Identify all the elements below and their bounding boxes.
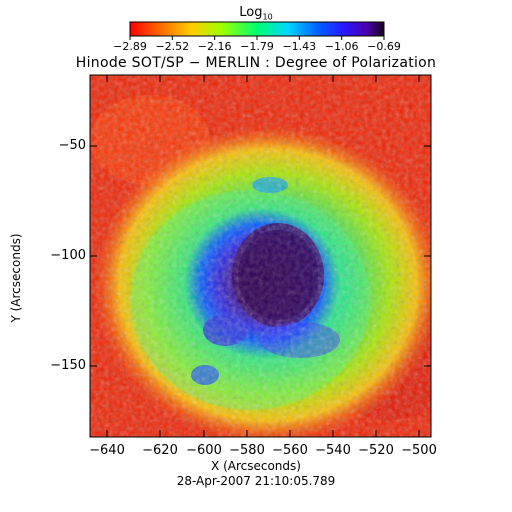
x-tick-label: −620 bbox=[142, 443, 178, 458]
colorbar-tick-label: −2.52 bbox=[155, 40, 190, 53]
colorbar-tick-label: −1.43 bbox=[282, 40, 317, 53]
colorbar bbox=[129, 21, 385, 37]
timestamp: 28-Apr-2007 21:10:05.789 bbox=[176, 474, 336, 488]
plot-title: Hinode SOT/SP − MERLIN : Degree of Polar… bbox=[75, 55, 437, 71]
x-tick-label: −580 bbox=[229, 443, 265, 458]
y-tick-label: −100 bbox=[50, 248, 86, 263]
x-tick-label: −540 bbox=[315, 443, 351, 458]
x-tick-label: −520 bbox=[358, 443, 394, 458]
x-tick-label: −560 bbox=[272, 443, 308, 458]
y-tick-label: −50 bbox=[58, 138, 86, 153]
colorbar-tick-label: −1.06 bbox=[324, 40, 359, 53]
colorbar-tick-label: −0.69 bbox=[367, 40, 401, 53]
colorbar-tick-label: −2.16 bbox=[197, 40, 232, 53]
colorbar-tick-label: −1.79 bbox=[240, 40, 274, 53]
x-axis-label: X (Arcseconds) bbox=[211, 459, 301, 473]
y-axis-label: Y (Arcseconds) bbox=[9, 233, 23, 323]
y-tick-label: −150 bbox=[50, 358, 86, 373]
colorbar-tick-label: −2.89 bbox=[113, 40, 147, 53]
x-tick-label: −600 bbox=[186, 443, 222, 458]
colorbar-title: Log10 bbox=[239, 5, 273, 22]
x-tick-label: −500 bbox=[401, 443, 437, 458]
x-tick-label: −640 bbox=[89, 443, 125, 458]
polarization-map bbox=[90, 75, 431, 437]
